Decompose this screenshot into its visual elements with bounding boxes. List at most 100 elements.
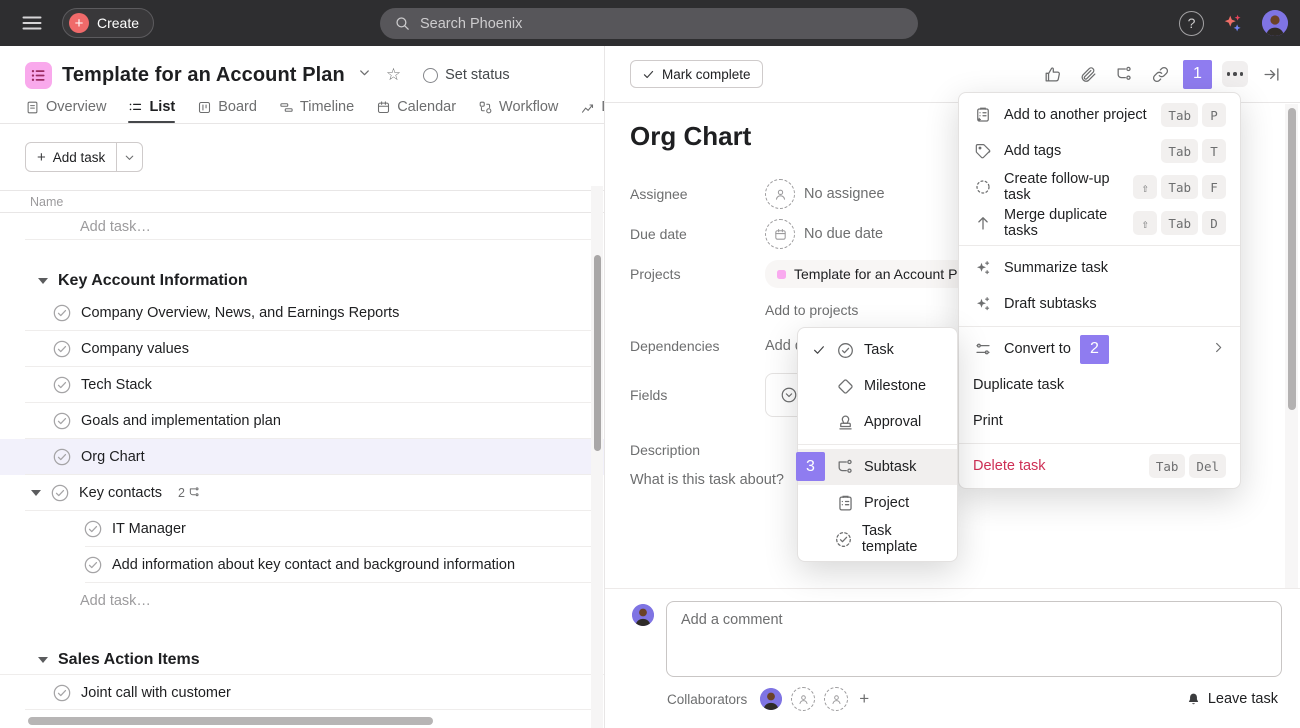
arrow-up-icon <box>973 214 993 232</box>
check-circle-icon[interactable] <box>52 303 72 323</box>
more-options-button[interactable] <box>1222 61 1248 87</box>
add-to-projects-button[interactable]: Add to projects <box>765 302 859 318</box>
submenu-item-approval[interactable]: Approval <box>798 404 957 440</box>
add-task-row[interactable]: Add task… <box>80 593 151 609</box>
submenu-item-task[interactable]: Task <box>798 332 957 368</box>
check-circle-icon[interactable] <box>52 375 72 395</box>
collaborator-placeholder-icon <box>791 687 816 711</box>
right-pane-scrollbar-thumb[interactable] <box>1288 108 1296 410</box>
assignee-field[interactable]: Assignee No assignee <box>630 174 1300 214</box>
due-date-field[interactable]: Due date No due date <box>630 214 1300 254</box>
list-column-header[interactable]: Name <box>0 190 604 213</box>
check-circle-icon[interactable] <box>50 483 70 503</box>
check-icon <box>643 70 654 78</box>
tab-overview[interactable]: Overview <box>25 99 106 123</box>
menu-item-delete-task[interactable]: Delete task Tab Del <box>959 448 1240 484</box>
section-header[interactable]: Key Account Information <box>0 240 604 295</box>
description-input[interactable]: What is this task about? <box>630 472 784 488</box>
task-row[interactable]: Company Overview, News, and Earnings Rep… <box>0 295 604 331</box>
set-status-button[interactable]: Set status <box>423 67 510 83</box>
add-task-button[interactable]: + Add task <box>37 148 106 166</box>
add-collaborator-button[interactable]: + <box>859 689 870 708</box>
sidebar-toggle-icon[interactable] <box>20 11 44 35</box>
create-button[interactable]: + Create <box>62 8 155 38</box>
task-row[interactable]: Goals and implementation plan <box>0 403 604 439</box>
add-task-options-button[interactable] <box>116 143 142 171</box>
collapse-triangle-icon[interactable] <box>31 490 41 496</box>
collaborator-avatar[interactable] <box>760 688 783 710</box>
approval-stamp-icon <box>835 413 855 432</box>
sparkles-icon <box>973 259 993 277</box>
tab-calendar[interactable]: Calendar <box>376 99 456 123</box>
mark-complete-button[interactable]: Mark complete <box>630 60 763 88</box>
plus-icon: + <box>69 13 89 33</box>
check-circle-icon[interactable] <box>52 447 72 467</box>
submenu-item-milestone[interactable]: Milestone <box>798 368 957 404</box>
tab-board[interactable]: Board <box>197 99 257 123</box>
collaborators-label: Collaborators <box>667 691 748 707</box>
like-icon[interactable] <box>1039 61 1065 87</box>
description-label: Description <box>630 442 701 458</box>
task-row[interactable]: Company values <box>0 331 604 367</box>
tab-workflow[interactable]: Workflow <box>478 99 558 123</box>
project-chip[interactable]: Template for an Account Plan <box>765 260 977 288</box>
add-task-row[interactable]: Add task… <box>0 213 604 240</box>
task-row[interactable]: Joint call with customer <box>0 674 604 710</box>
left-pane-scrollbar-thumb[interactable] <box>594 255 601 451</box>
chevron-down-icon[interactable] <box>357 65 372 85</box>
subtask-row[interactable]: Add information about key contact and ba… <box>0 547 604 583</box>
menu-item-add-tags[interactable]: Add tags Tab T <box>959 133 1240 169</box>
convert-sliders-icon <box>973 340 993 358</box>
submenu-item-project[interactable]: Project <box>798 485 957 521</box>
convert-to-submenu: Task Milestone Approval 3 Subtask <box>796 327 958 562</box>
task-row-expandable[interactable]: Key contacts 2 <box>0 475 604 511</box>
copy-link-icon[interactable] <box>1147 61 1173 87</box>
check-circle-icon[interactable] <box>52 411 72 431</box>
menu-item-add-to-another-project[interactable]: Add to another project Tab P <box>959 97 1240 133</box>
collapse-triangle-icon[interactable] <box>38 277 48 284</box>
tab-dashboard[interactable]: Dashboard <box>580 99 604 123</box>
annotation-badge-2: 2 <box>1079 334 1109 364</box>
check-circle-icon[interactable] <box>83 555 103 575</box>
attachment-icon[interactable] <box>1075 61 1101 87</box>
menu-item-draft-subtasks[interactable]: Draft subtasks <box>959 286 1240 322</box>
menu-item-create-follow-up-task[interactable]: Create follow-up task ⇧ Tab F <box>959 169 1240 205</box>
menu-item-duplicate-task[interactable]: Duplicate task <box>973 377 1065 393</box>
task-row[interactable]: Tech Stack <box>0 367 604 403</box>
calendar-placeholder-icon <box>765 219 795 249</box>
collapse-pane-icon[interactable] <box>1258 61 1284 87</box>
follow-up-icon <box>973 178 993 196</box>
status-circle-icon <box>423 67 439 83</box>
search-input[interactable]: Search Phoenix <box>380 8 918 39</box>
view-tabs: Overview List Board Timeline Calendar <box>0 94 604 124</box>
leave-task-button[interactable]: Leave task <box>1186 691 1278 707</box>
comment-input[interactable]: Add a comment <box>666 601 1282 677</box>
subtask-row[interactable]: IT Manager <box>0 511 604 547</box>
user-avatar[interactable] <box>1262 10 1288 36</box>
submenu-item-task-template[interactable]: Task template <box>798 521 957 557</box>
chevron-right-icon <box>1211 340 1226 359</box>
project-title-row: Template for an Account Plan ☆ Set statu… <box>0 46 604 94</box>
menu-item-print[interactable]: Print <box>973 413 1003 429</box>
collapse-triangle-icon[interactable] <box>38 656 48 663</box>
menu-item-convert-to[interactable]: Convert to 2 <box>959 331 1240 367</box>
check-circle-icon[interactable] <box>52 339 72 359</box>
left-pane-horizontal-scrollbar[interactable] <box>28 717 433 725</box>
check-circle-icon[interactable] <box>83 519 103 539</box>
submenu-item-subtask[interactable]: 3 Subtask <box>796 449 957 485</box>
tab-timeline[interactable]: Timeline <box>279 99 354 123</box>
subtask-icon <box>835 458 855 477</box>
star-icon[interactable]: ☆ <box>385 65 402 84</box>
check-circle-icon[interactable] <box>52 683 72 703</box>
search-placeholder: Search Phoenix <box>420 15 523 32</box>
menu-item-merge-duplicate-tasks[interactable]: Merge duplicate tasks ⇧ Tab D <box>959 205 1240 241</box>
ai-sparkles-icon[interactable] <box>1222 12 1244 34</box>
section-header[interactable]: Sales Action Items <box>0 619 604 674</box>
help-icon[interactable]: ? <box>1179 10 1204 36</box>
subtask-icon[interactable] <box>1111 61 1137 87</box>
task-title[interactable]: Org Chart <box>630 121 752 151</box>
tab-list[interactable]: List <box>128 99 175 123</box>
annotation-badge-1: 1 <box>1183 59 1212 89</box>
task-row-selected[interactable]: Org Chart <box>0 439 604 475</box>
menu-item-summarize-task[interactable]: Summarize task <box>959 250 1240 286</box>
